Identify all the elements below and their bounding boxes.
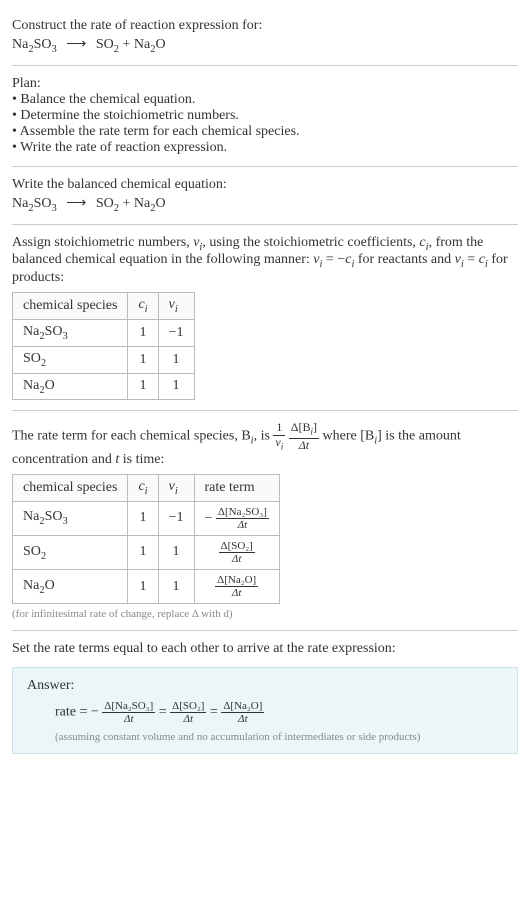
cell-ci: 1 (128, 346, 158, 373)
stoich-table: chemical species ci νi Na2SO3 1 −1 SO2 1… (12, 292, 195, 400)
table-row: SO2 1 1 (13, 346, 195, 373)
cell-species: Na2SO3 (13, 319, 128, 346)
cell-species: Na2SO3 (13, 501, 128, 535)
cell-nui: −1 (158, 501, 194, 535)
table-row: Na2O 1 1 Δ[Na₂O]Δt (13, 570, 280, 604)
cell-nui: −1 (158, 319, 194, 346)
cell-nui: 1 (158, 346, 194, 373)
table-row: Na2SO3 1 −1 (13, 319, 195, 346)
answer-note: (assuming constant volume and no accumul… (55, 731, 503, 743)
balanced-equation: Na2SO3 ⟶ SO2 + Na2O (12, 195, 518, 214)
plan-item: Balance the chemical equation. (12, 92, 518, 108)
cell-species: SO2 (13, 535, 128, 569)
plus-1: + (122, 196, 130, 211)
intro-section: Construct the rate of reaction expressio… (12, 8, 518, 66)
balanced-section: Write the balanced chemical equation: Na… (12, 167, 518, 225)
plan-list: Balance the chemical equation. Determine… (12, 92, 518, 156)
stoich-section: Assign stoichiometric numbers, νi, using… (12, 225, 518, 412)
answer-term-2: Δ[SO₂]Δt (170, 700, 206, 725)
plus-1: + (122, 37, 130, 52)
arrow-icon: ⟶ (66, 36, 86, 53)
cell-nui: 1 (158, 535, 194, 569)
cell-ci: 1 (128, 570, 158, 604)
col-ci: ci (128, 293, 158, 320)
col-species: chemical species (13, 474, 128, 501)
intro-equation: Na2SO3 ⟶ SO2 + Na2O (12, 36, 518, 55)
table-header-row: chemical species ci νi rate term (13, 474, 280, 501)
product-1: SO2 (96, 37, 119, 52)
final-section: Set the rate terms equal to each other t… (12, 631, 518, 661)
cell-species: SO2 (13, 346, 128, 373)
reactant-1: Na2SO3 (12, 37, 57, 52)
cell-rate: Δ[Na₂O]Δt (194, 570, 279, 604)
arrow-icon: ⟶ (66, 195, 86, 212)
plan-item: Write the rate of reaction expression. (12, 140, 518, 156)
cell-nui: 1 (158, 570, 194, 604)
answer-term-1: Δ[Na₂SO₃]Δt (102, 700, 155, 725)
cell-ci: 1 (128, 535, 158, 569)
rateterm-section: The rate term for each chemical species,… (12, 411, 518, 631)
cell-ci: 1 (128, 373, 158, 400)
rateterm-text: The rate term for each chemical species,… (12, 421, 518, 467)
answer-label: Answer: (27, 678, 503, 694)
balanced-label: Write the balanced chemical equation: (12, 177, 518, 193)
table-row: SO2 1 1 Δ[SO₂]Δt (13, 535, 280, 569)
table-header-row: chemical species ci νi (13, 293, 195, 320)
cell-ci: 1 (128, 319, 158, 346)
cell-rate: Δ[SO₂]Δt (194, 535, 279, 569)
rateterm-table: chemical species ci νi rate term Na2SO3 … (12, 474, 280, 604)
answer-expression: rate = − Δ[Na₂SO₃]Δt = Δ[SO₂]Δt = Δ[Na₂O… (55, 700, 503, 725)
table-row: Na2O 1 1 (13, 373, 195, 400)
rateterm-note: (for infinitesimal rate of change, repla… (12, 608, 518, 620)
reactant-1: Na2SO3 (12, 196, 57, 211)
col-nui: νi (158, 474, 194, 501)
cell-species: Na2O (13, 570, 128, 604)
plan-item: Assemble the rate term for each chemical… (12, 124, 518, 140)
cell-species: Na2O (13, 373, 128, 400)
stoich-text: Assign stoichiometric numbers, νi, using… (12, 235, 518, 287)
answer-box: Answer: rate = − Δ[Na₂SO₃]Δt = Δ[SO₂]Δt … (12, 667, 518, 754)
cell-ci: 1 (128, 501, 158, 535)
col-nui: νi (158, 293, 194, 320)
intro-prompt: Construct the rate of reaction expressio… (12, 18, 518, 34)
product-2: Na2O (134, 37, 166, 52)
answer-term-3: Δ[Na₂O]Δt (221, 700, 264, 725)
frac-1-over-nu: 1 νi (273, 421, 285, 451)
col-species: chemical species (13, 293, 128, 320)
final-label: Set the rate terms equal to each other t… (12, 641, 518, 657)
plan-section: Plan: Balance the chemical equation. Det… (12, 66, 518, 167)
col-ci: ci (128, 474, 158, 501)
product-2: Na2O (134, 196, 166, 211)
cell-nui: 1 (158, 373, 194, 400)
frac-dBi-dt: Δ[Bi] Δt (289, 421, 319, 451)
table-row: Na2SO3 1 −1 − Δ[Na₂SO₃]Δt (13, 501, 280, 535)
plan-item: Determine the stoichiometric numbers. (12, 108, 518, 124)
col-rate: rate term (194, 474, 279, 501)
product-1: SO2 (96, 196, 119, 211)
plan-label: Plan: (12, 76, 518, 92)
cell-rate: − Δ[Na₂SO₃]Δt (194, 501, 279, 535)
